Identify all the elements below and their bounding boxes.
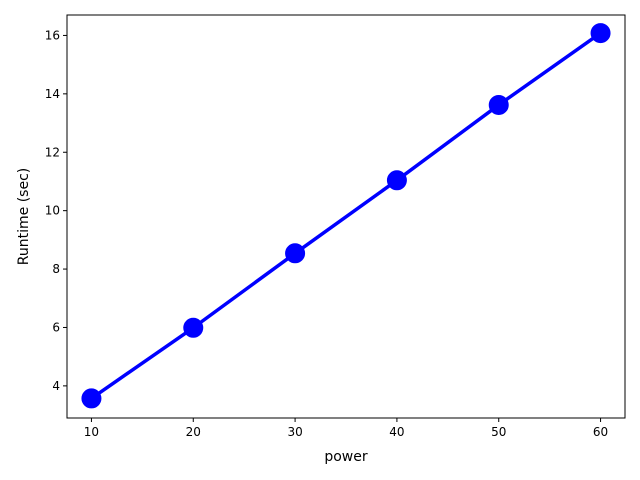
x-tick-label: 10	[84, 425, 99, 439]
x-axis-label: power	[324, 449, 368, 465]
data-point	[590, 23, 611, 44]
data-point	[488, 94, 509, 115]
x-tick-label: 60	[593, 425, 608, 439]
x-tick-label: 40	[389, 425, 404, 439]
y-tick-label: 8	[52, 262, 60, 276]
y-tick-label: 16	[45, 28, 60, 42]
x-tick-label: 30	[287, 425, 302, 439]
y-tick-label: 10	[45, 204, 60, 218]
x-tick-label: 20	[186, 425, 201, 439]
x-axis: 10 20 30 40 50 60	[84, 418, 608, 439]
data-point	[183, 317, 204, 338]
x-tick-label: 50	[491, 425, 506, 439]
series-line	[90, 31, 602, 400]
data-point	[386, 170, 407, 191]
y-axis-label: Runtime (sec)	[16, 168, 32, 265]
series-layer	[81, 23, 611, 409]
y-tick-label: 6	[52, 320, 60, 334]
y-axis: 4 6 8 10 12 14 16	[45, 28, 67, 393]
y-tick-label: 12	[45, 145, 60, 159]
y-tick-label: 14	[45, 87, 60, 101]
data-point	[81, 388, 102, 409]
y-tick-label: 4	[52, 379, 60, 393]
data-point	[285, 243, 306, 264]
